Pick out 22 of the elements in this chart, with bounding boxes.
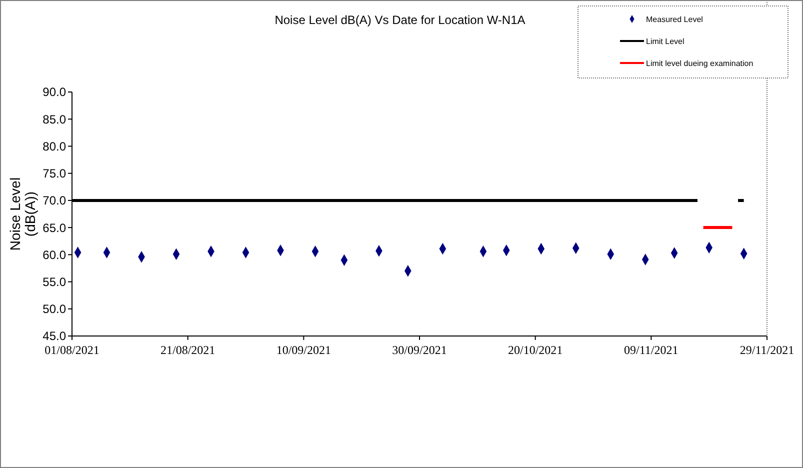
y-tick-label: 60.0 — [42, 248, 66, 262]
y-tick-label: 75.0 — [42, 166, 66, 181]
y-tick-label: 65.0 — [42, 220, 66, 235]
y-tick-label: 90.0 — [42, 85, 66, 100]
y-tick-label: 80.0 — [42, 139, 66, 154]
legend-label: Measured Level — [646, 14, 704, 24]
x-tick-label: 01/08/2021 — [44, 343, 100, 357]
chart-title: Noise Level dB(A) Vs Date for Location W-N1A — [274, 13, 526, 27]
x-tick-label: 30/09/2021 — [392, 343, 447, 357]
x-tick-label: 29/11/2021 — [740, 343, 794, 357]
y-axis-title: Noise Level (dB(A)) — [7, 177, 38, 251]
y-tick-label: 45.0 — [42, 329, 66, 344]
x-tick-label: 20/10/2021 — [508, 343, 563, 357]
y-tick-label: 50.0 — [42, 302, 66, 316]
y-tick-label: 85.0 — [42, 112, 66, 126]
y-tick-label: 55.0 — [42, 274, 66, 289]
y-tick-label: 70.0 — [42, 194, 66, 208]
x-tick-label: 09/11/2021 — [624, 343, 678, 357]
legend-label: Limit Level — [646, 36, 684, 46]
x-tick-label: 21/08/2021 — [160, 343, 216, 357]
legend-label: Limit level dueing examination — [646, 58, 754, 68]
x-tick-label: 10/09/2021 — [276, 343, 332, 357]
